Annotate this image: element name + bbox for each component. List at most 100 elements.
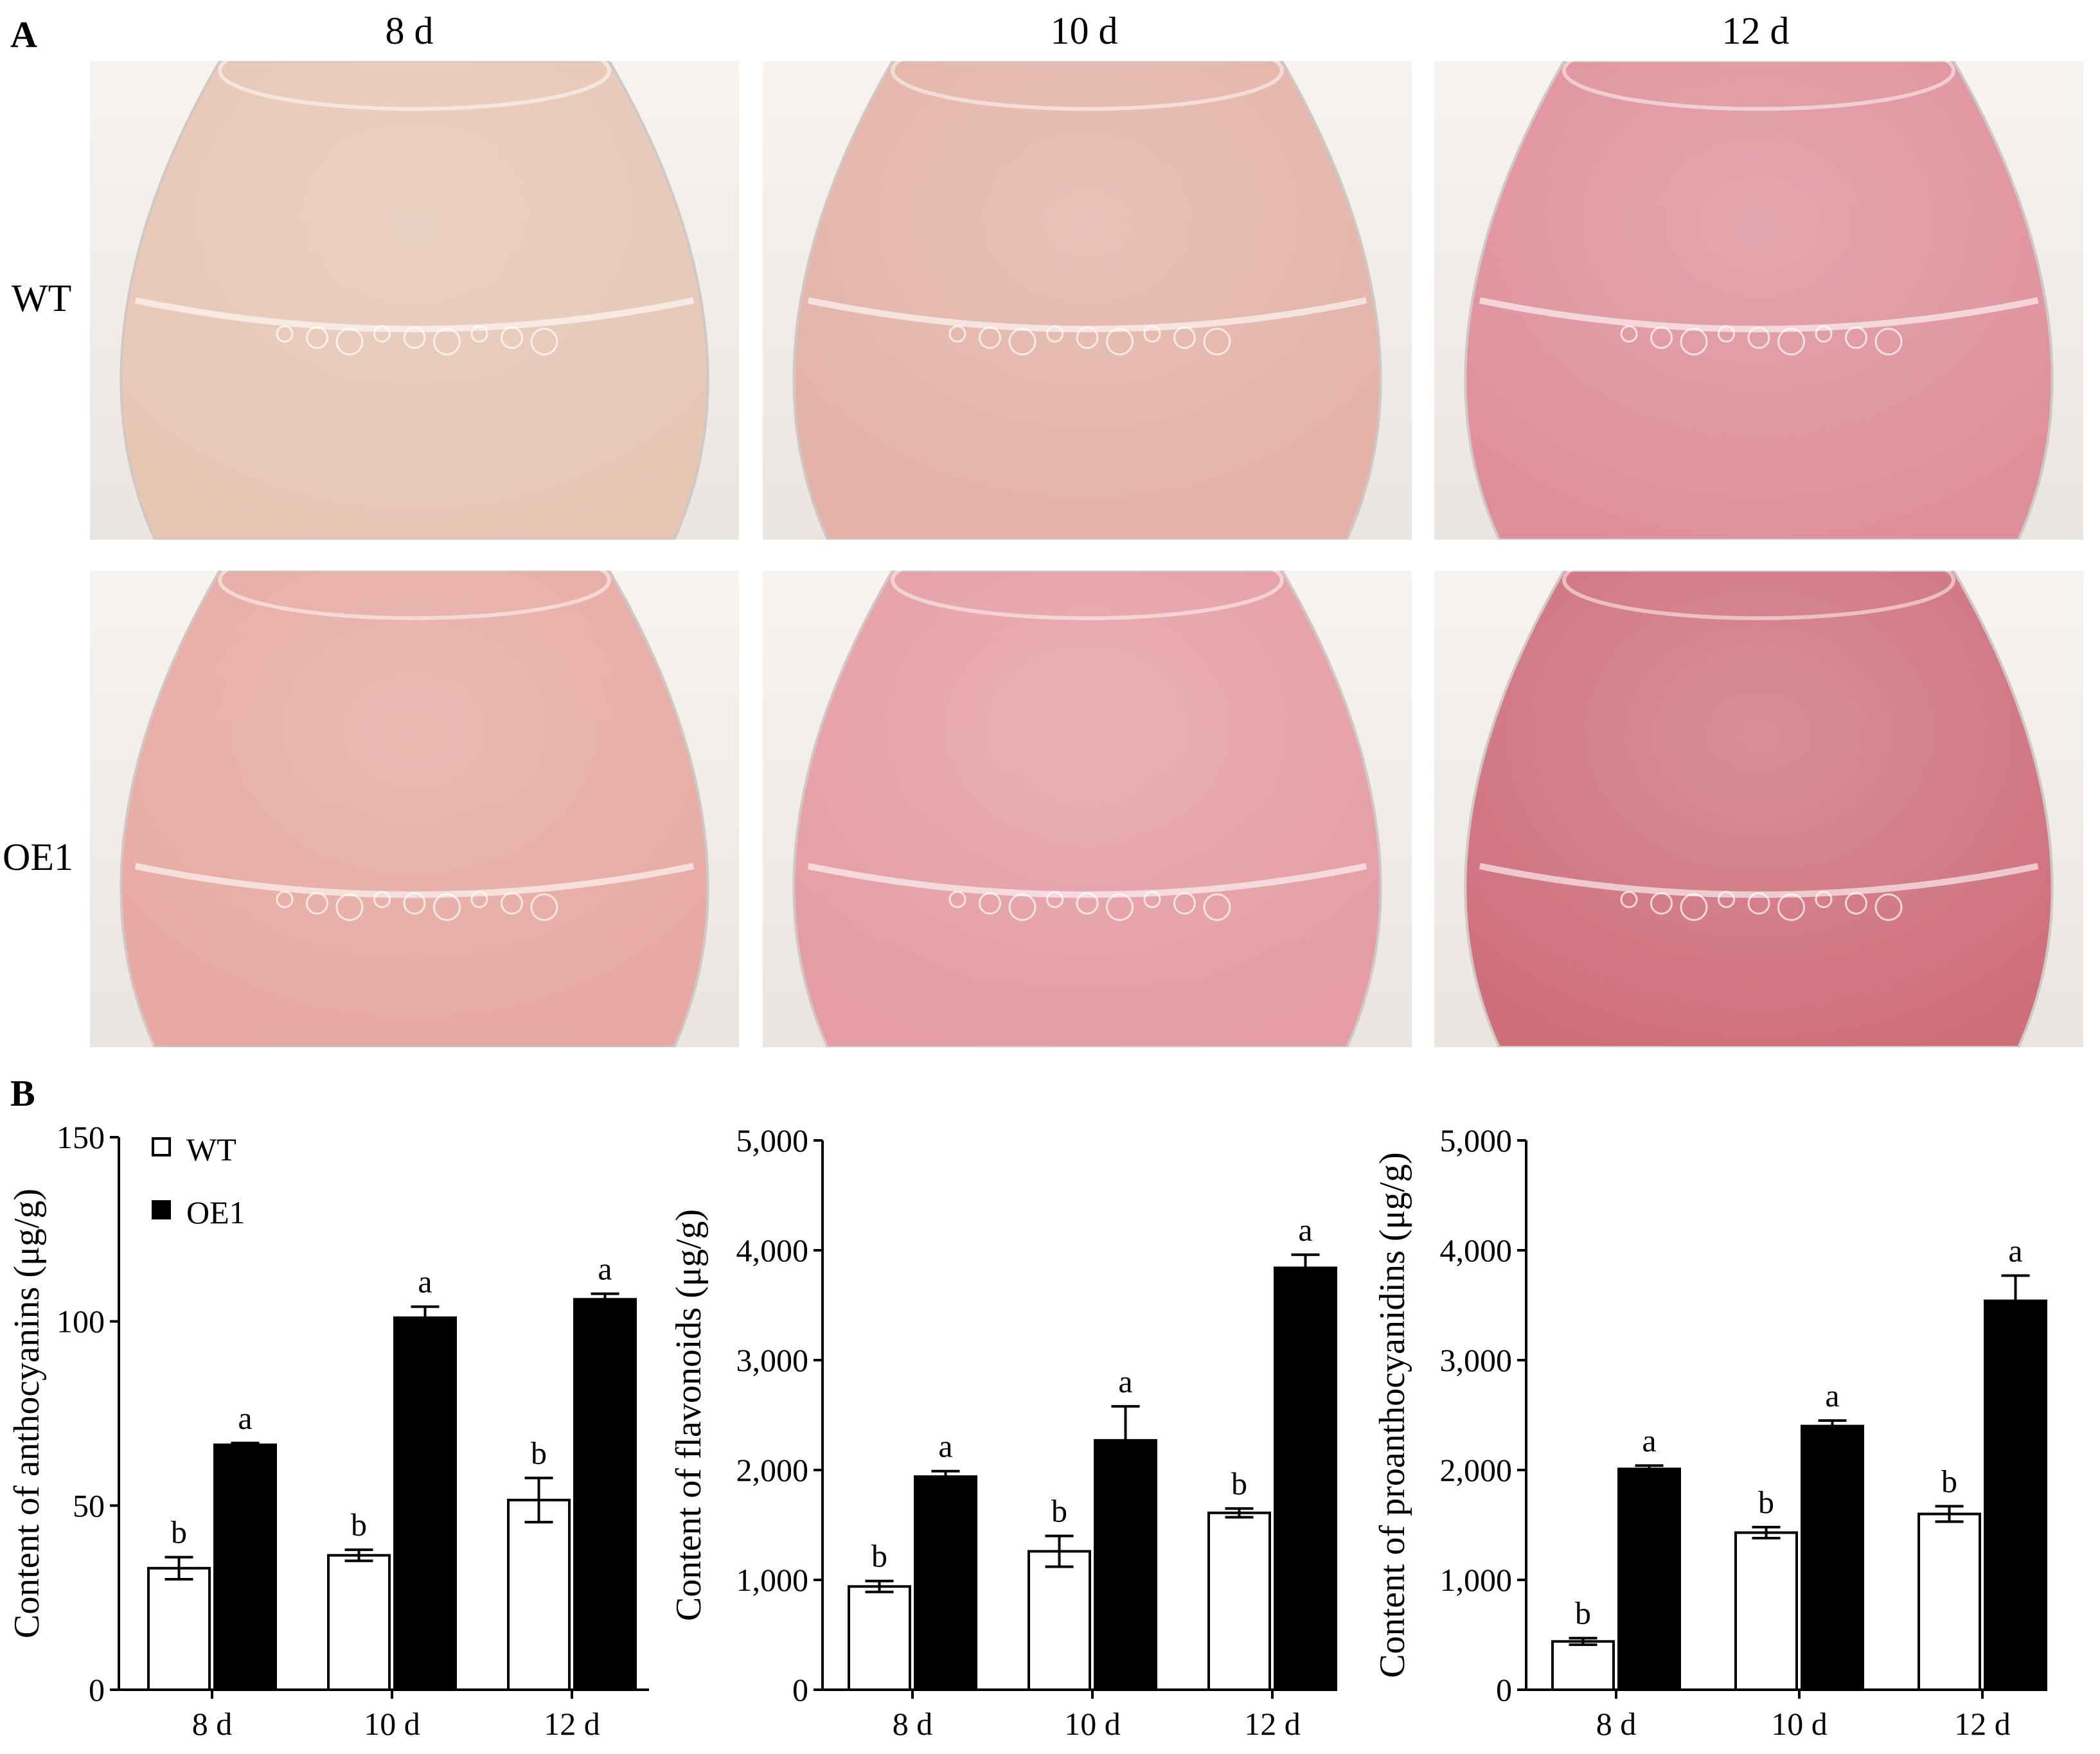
flask-body <box>1464 571 2054 1047</box>
bubble <box>1106 328 1134 356</box>
legend-swatch-wt <box>152 1137 171 1156</box>
significance-letter: a <box>1118 1363 1132 1399</box>
bubble <box>1845 326 1867 350</box>
bubble <box>1008 328 1037 356</box>
bubble <box>1747 892 1770 915</box>
bubble <box>1106 893 1134 921</box>
bar-wt-1 <box>1028 1550 1091 1692</box>
flask-rim-highlight <box>1562 571 1955 621</box>
bubble <box>1777 328 1805 356</box>
bubble <box>1815 890 1833 908</box>
y-tick-label: 100 <box>57 1304 105 1340</box>
x-tick-label: 10 d <box>1771 1706 1828 1742</box>
bar-wt-1 <box>327 1554 391 1692</box>
bar-wt-0 <box>1551 1640 1615 1692</box>
flask-body <box>120 61 709 540</box>
bubble <box>306 892 328 915</box>
y-tick-label: 0 <box>792 1672 808 1708</box>
bubble <box>470 890 488 908</box>
bar-oe1-0 <box>914 1475 977 1691</box>
bubble <box>1143 890 1161 908</box>
bubble <box>1173 326 1196 350</box>
bubble <box>1203 328 1231 356</box>
bar-oe1-2 <box>1984 1299 2047 1692</box>
bubble <box>335 328 364 356</box>
y-axis-label: Content of proanthocyanidins (μg/g) <box>1373 1152 1412 1678</box>
bubble <box>1650 892 1673 915</box>
bar-wt-0 <box>147 1566 211 1692</box>
flask-rim-highlight <box>891 571 1284 621</box>
flask-body <box>120 571 709 1047</box>
bubble <box>1747 326 1770 350</box>
bubble <box>979 326 1001 350</box>
bubble <box>1650 326 1673 350</box>
bubble <box>501 892 523 915</box>
y-tick-label: 3,000 <box>1440 1342 1513 1378</box>
bar-wt-2 <box>507 1498 571 1692</box>
y-tick-label: 4,000 <box>736 1232 809 1268</box>
y-tick-label: 1,000 <box>736 1562 809 1598</box>
flask-body <box>1464 61 2054 540</box>
bubble <box>948 890 966 908</box>
bar-wt-0 <box>848 1585 911 1692</box>
significance-letter: a <box>938 1428 952 1464</box>
y-tick-label: 0 <box>1496 1672 1512 1708</box>
bubble <box>1815 325 1833 343</box>
bubble <box>1076 892 1099 915</box>
bar-wt-1 <box>1734 1531 1798 1691</box>
column-label-8d: 8 d <box>385 10 434 52</box>
panel-letter-b: B <box>10 1072 35 1114</box>
bubble <box>1680 328 1708 356</box>
bubble <box>1046 890 1063 908</box>
bubble <box>948 325 966 343</box>
bubble <box>276 890 294 908</box>
x-tick-label: 8 d <box>192 1706 233 1742</box>
x-tick-label: 8 d <box>893 1706 933 1742</box>
y-tick-label: 2,000 <box>736 1452 809 1488</box>
bubble <box>1718 890 1735 908</box>
bubble <box>979 892 1001 915</box>
significance-letter: b <box>351 1507 367 1543</box>
significance-letter: a <box>238 1400 252 1436</box>
significance-letter: b <box>1575 1595 1591 1631</box>
significance-letter: a <box>2008 1232 2022 1268</box>
bubble <box>470 325 488 343</box>
bubble <box>1680 893 1708 921</box>
flask-body <box>792 61 1382 540</box>
flask-rim-highlight <box>1562 61 1955 111</box>
bubble <box>1620 890 1638 908</box>
significance-letter: b <box>871 1538 887 1574</box>
bubble <box>433 893 461 921</box>
bubble <box>403 326 426 350</box>
y-axis-label: Content of anthocyanins (μg/g) <box>7 1189 47 1638</box>
y-tick-label: 150 <box>57 1119 105 1155</box>
bubble <box>433 328 461 356</box>
significance-letter: b <box>531 1435 547 1471</box>
flask-photo-wt-8d <box>90 61 739 540</box>
flask-rim-highlight <box>891 61 1284 111</box>
flask-body <box>792 571 1382 1047</box>
significance-letter: a <box>1298 1212 1312 1248</box>
y-tick-label: 50 <box>73 1487 105 1523</box>
bar-wt-2 <box>1918 1512 1981 1691</box>
liquid-surface <box>1479 863 2039 898</box>
significance-letter: b <box>1758 1484 1774 1520</box>
x-tick-label: 12 d <box>1954 1706 2011 1742</box>
significance-letter: a <box>1825 1378 1839 1413</box>
bubble <box>373 325 391 343</box>
liquid-surface <box>1479 297 2039 333</box>
x-tick-label: 12 d <box>1244 1706 1301 1742</box>
bubble <box>1076 326 1099 350</box>
bubble <box>1008 893 1037 921</box>
bubble <box>1046 325 1063 343</box>
bar-oe1-2 <box>573 1298 637 1692</box>
significance-letter: b <box>1231 1466 1247 1502</box>
significance-letter: b <box>171 1514 187 1550</box>
liquid-surface <box>134 863 695 898</box>
x-tick-label: 12 d <box>544 1706 600 1742</box>
bar-oe1-2 <box>1274 1266 1337 1691</box>
bubble <box>306 326 328 350</box>
y-tick-label: 1,000 <box>1440 1562 1513 1598</box>
legend: WT OE1 <box>152 1131 245 1230</box>
